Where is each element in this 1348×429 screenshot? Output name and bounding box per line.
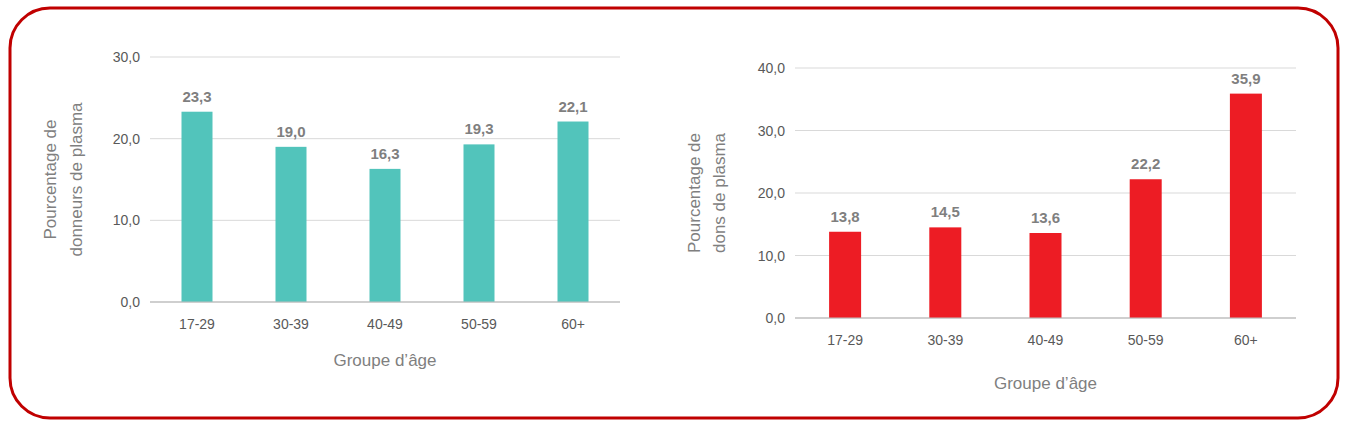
data-label: 13,6 [1031, 209, 1060, 226]
figure: 0,0 10,0 20,0 30,0 23,3 19,0 16,3 19,3 22,1 17-29… [0, 0, 1348, 429]
y-tick-label: 0,0 [121, 294, 141, 310]
grid-line [795, 68, 1296, 69]
x-tick-label: 50-59 [1128, 332, 1164, 348]
grid-line [795, 130, 1296, 131]
y-axis-title: Pourcentage de [41, 119, 60, 239]
y-axis-title: dons de plasma [710, 132, 729, 253]
data-label: 19,3 [464, 120, 493, 137]
x-axis-title: Groupe d’âge [333, 351, 436, 370]
y-axis-title: Pourcentage de [685, 133, 704, 253]
x-tick-label: 40-49 [1028, 332, 1064, 348]
data-label: 22,1 [558, 98, 587, 115]
data-label: 13,8 [830, 208, 859, 225]
data-label: 14,5 [931, 203, 960, 220]
bar [558, 122, 589, 302]
chart-1: 0,0 10,0 20,0 30,0 40,0 13,8 14,5 13,6 22,2 35,9 1… [685, 60, 1296, 393]
x-tick-label: 40-49 [367, 316, 403, 332]
y-tick-label: 30,0 [758, 123, 785, 139]
bar [1230, 94, 1262, 318]
bars [182, 112, 589, 302]
bar [276, 147, 307, 302]
data-label: 16,3 [370, 145, 399, 162]
bar [182, 112, 213, 302]
y-tick-label: 0,0 [766, 310, 786, 326]
frame [10, 8, 1338, 418]
x-axis-line [795, 318, 1296, 319]
x-tick-label: 17-29 [179, 316, 215, 332]
bar [1030, 233, 1062, 318]
data-label: 23,3 [182, 88, 211, 105]
data-label: 19,0 [276, 123, 305, 140]
chart-0: 0,0 10,0 20,0 30,0 23,3 19,0 16,3 19,3 22,1 17-29… [41, 49, 620, 370]
x-tick-label: 60+ [561, 316, 585, 332]
x-axis-line [150, 302, 620, 303]
y-tick-label: 10,0 [113, 212, 140, 228]
y-tick-label: 10,0 [758, 248, 785, 264]
bar [370, 169, 401, 302]
grid-line [150, 57, 620, 58]
data-label: 22,2 [1131, 155, 1160, 172]
bar [1130, 179, 1162, 318]
grid-line [795, 193, 1296, 194]
bar [464, 144, 495, 302]
x-tick-label: 30-39 [927, 332, 963, 348]
x-tick-label: 60+ [1234, 332, 1258, 348]
y-tick-label: 40,0 [758, 60, 785, 76]
x-tick-label: 30-39 [273, 316, 309, 332]
x-tick-label: 17-29 [827, 332, 863, 348]
bars [829, 94, 1262, 318]
x-tick-label: 50-59 [461, 316, 497, 332]
grid-line [795, 318, 1296, 319]
y-tick-label: 20,0 [113, 131, 140, 147]
x-axis-title: Groupe d’âge [994, 374, 1097, 393]
data-label: 35,9 [1231, 70, 1260, 87]
grid-line [150, 138, 620, 139]
y-tick-label: 20,0 [758, 185, 785, 201]
bar [829, 232, 861, 318]
bar [929, 227, 961, 318]
grid-line [150, 302, 620, 303]
y-axis-title: donneurs de plasma [67, 102, 86, 257]
y-tick-label: 30,0 [113, 49, 140, 65]
